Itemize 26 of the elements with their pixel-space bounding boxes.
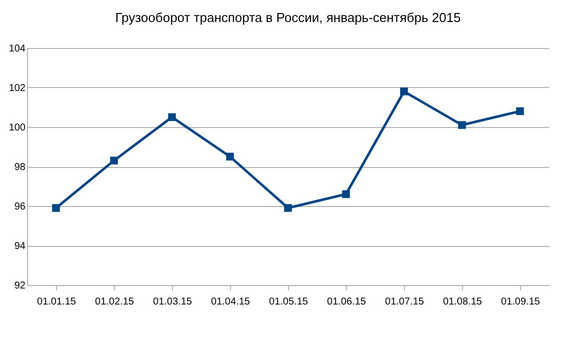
y-tick-label: 94 [14,241,26,252]
y-tick-label: 96 [14,202,26,212]
y-tick-label: 92 [14,280,26,292]
chart-title: Грузооборот транспорта в России, январь-сентябрь 2015 [115,10,461,25]
y-tick-label: 102 [8,83,26,94]
point [400,88,408,96]
x-tick-label: 01.07.15 [385,296,424,308]
point [284,204,292,212]
x-tick-label: 01.03.15 [153,296,192,308]
point [226,152,234,160]
y-tick-label: 104 [8,44,26,54]
y-tick-label: 100 [8,122,26,134]
x-tick-label: 01.05.15 [269,296,308,308]
x-tick-label: 01.04.15 [211,296,250,308]
point [110,156,118,164]
point [458,121,466,129]
x-tick-label: 01.09.15 [501,296,540,308]
x-tick-label: 01.06.15 [327,296,366,308]
x-tick-label: 01.01.15 [37,296,76,308]
x-tick-label: 01.08.15 [443,296,482,308]
point [168,113,176,121]
point [342,190,350,198]
point [52,204,60,212]
y-tick-label: 98 [14,162,26,173]
x-tick-label: 01.02.15 [95,296,134,308]
point [516,107,524,116]
